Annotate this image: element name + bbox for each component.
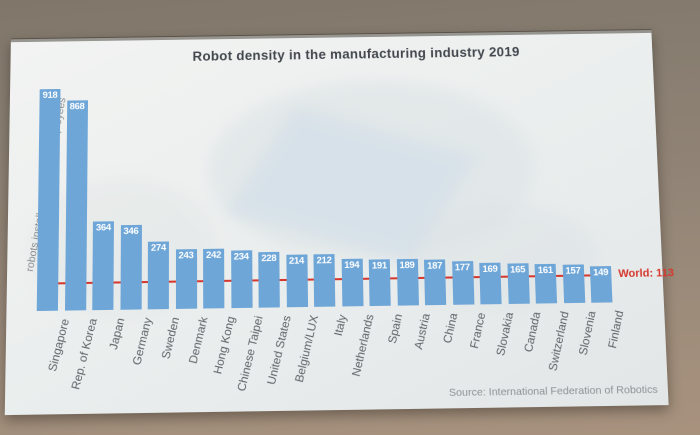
category-label: Rep. of Korea (69, 317, 100, 391)
category-label: Japan (107, 316, 128, 351)
bar-value-label: 364 (95, 222, 111, 234)
category-label: Sweden (160, 316, 183, 361)
bar: 214 (285, 254, 308, 308)
bar: 157 (562, 264, 585, 304)
bar-value-label: 274 (150, 242, 166, 254)
bar-value-label: 214 (288, 255, 305, 267)
bar: 189 (396, 258, 419, 306)
bar: 169 (479, 262, 502, 305)
world-value-label: World: 113 (618, 267, 675, 281)
bar-value-label: 157 (565, 265, 581, 277)
bar-value-label: 346 (123, 225, 139, 238)
bar: 228 (258, 251, 280, 308)
category-label: Switzerland (546, 310, 572, 373)
bar: 212 (313, 254, 336, 307)
bar-value-label: 161 (537, 264, 554, 277)
bar-value-label: 234 (233, 251, 249, 263)
category-label: Slovenia (577, 309, 599, 357)
bar-value-label: 918 (42, 89, 58, 101)
category-label: Italy (332, 313, 350, 338)
bar-value-label: 242 (206, 249, 222, 261)
bar: 161 (534, 263, 558, 304)
bar: 868 (64, 100, 88, 311)
category-label: Canada (523, 310, 544, 354)
category-label: Netherlands (351, 313, 377, 378)
bar-value-label: 868 (69, 101, 85, 113)
category-label: Chinese Taipei (236, 314, 266, 393)
bar-value-label: 169 (482, 263, 498, 276)
bar-value-label: 194 (344, 259, 360, 272)
bar: 274 (147, 241, 169, 310)
bar-value-label: 177 (454, 262, 470, 274)
bar: 149 (589, 266, 613, 303)
category-label: Spain (386, 312, 405, 345)
bar: 918 (36, 88, 61, 312)
category-label: Slovakia (494, 311, 516, 358)
bar: 177 (451, 261, 474, 305)
category-label: Austria (412, 312, 433, 351)
bar-value-label: 212 (316, 255, 332, 267)
bar-value-label: 149 (592, 267, 609, 279)
slide: Robot density in the manufacturing indus… (4, 30, 674, 416)
bar: 243 (175, 249, 197, 309)
plot-area: robots installed per 10,000 employees Wo… (5, 33, 674, 415)
bar-value-label: 165 (509, 264, 526, 276)
bar-value-label: 189 (399, 259, 415, 272)
category-label: Singapore (46, 317, 72, 373)
bar: 242 (203, 248, 225, 309)
bar-value-label: 228 (261, 252, 277, 265)
bar-value-label: 191 (371, 260, 388, 272)
category-label: France (468, 311, 488, 350)
category-label: Hong Kong (212, 315, 239, 376)
bar: 234 (230, 250, 253, 309)
category-label: Denmark (187, 315, 211, 365)
category-label: United States (265, 314, 294, 387)
bar: 165 (506, 263, 530, 304)
category-label: Finland (607, 309, 627, 350)
bar: 364 (92, 221, 114, 311)
category-label: China (441, 311, 461, 345)
bar: 191 (368, 259, 391, 307)
bar: 346 (119, 224, 142, 310)
category-label: Belgium/LUX (294, 314, 322, 384)
bar: 194 (341, 258, 364, 307)
bar-value-label: 243 (178, 250, 194, 262)
category-label: Germany (131, 316, 155, 367)
bar: 187 (423, 259, 447, 306)
bar-value-label: 187 (427, 260, 443, 272)
